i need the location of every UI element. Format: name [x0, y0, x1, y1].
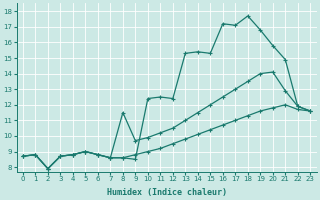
- X-axis label: Humidex (Indice chaleur): Humidex (Indice chaleur): [107, 188, 227, 197]
